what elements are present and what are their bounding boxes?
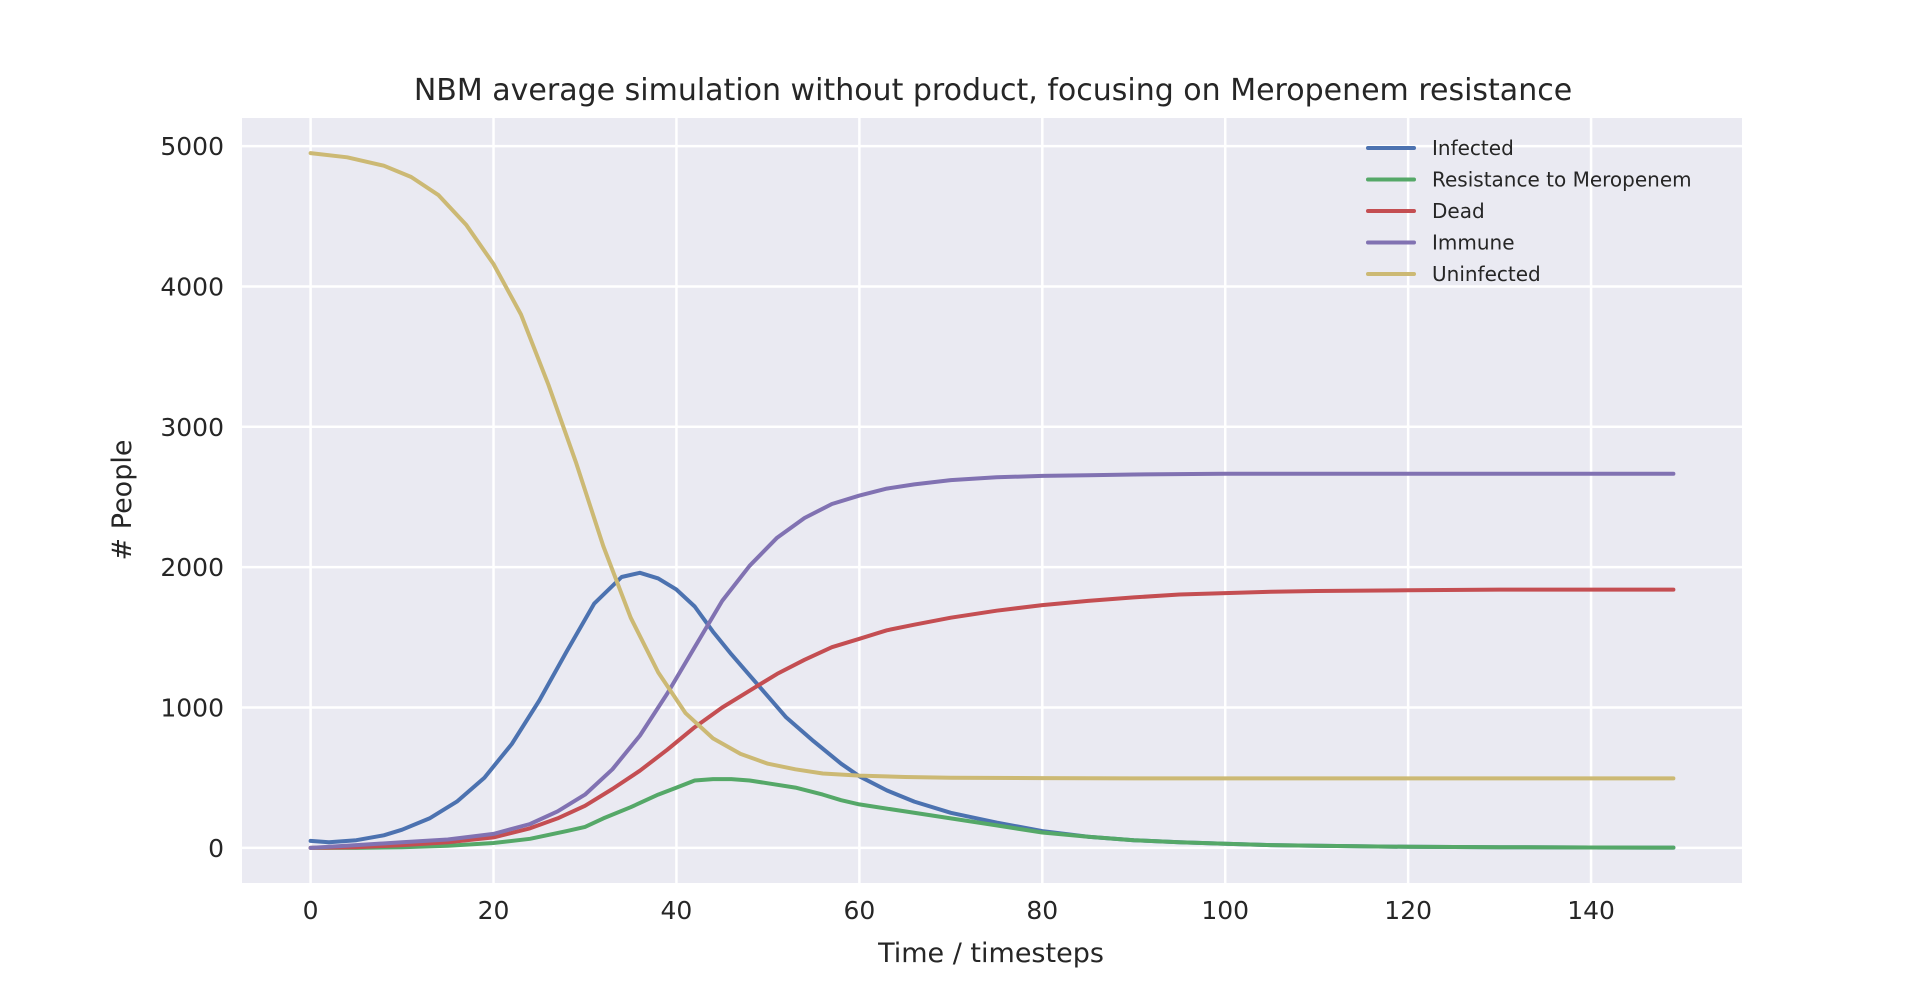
- legend: Infected Resistance to Meropenem Dead Immun…: [1366, 136, 1692, 286]
- y-tick-label: 0: [208, 834, 224, 863]
- x-tick-label: 120: [1384, 896, 1432, 925]
- chart-title: NBM average simulation without product, …: [414, 73, 1572, 108]
- y-tick-label: 3000: [160, 413, 224, 442]
- y-tick-label: 1000: [160, 694, 224, 723]
- y-axis-label: # People: [107, 440, 138, 561]
- x-axis-label: Time / timesteps: [877, 938, 1104, 969]
- legend-item-immune: Immune: [1366, 231, 1515, 255]
- legend-item-uninfected: Uninfected: [1366, 262, 1541, 286]
- x-tick-label: 20: [478, 896, 510, 925]
- legend-label: Uninfected: [1432, 262, 1541, 286]
- legend-label: Dead: [1432, 199, 1485, 223]
- legend-item-infected: Infected: [1366, 136, 1514, 160]
- x-tick-label: 100: [1201, 896, 1249, 925]
- series-line-resistance-to-meropenem: [308, 777, 1676, 850]
- series-line-uninfected: [308, 151, 1676, 781]
- y-tick-label: 5000: [160, 132, 224, 161]
- legend-label: Infected: [1432, 136, 1514, 160]
- series-line-dead: [308, 587, 1676, 850]
- plot-area: [242, 118, 1742, 883]
- grid-lines: [242, 118, 1742, 883]
- tick-labels: 0 20 40 60 80 100 120 140 0 1000 2000 3000 4000 5000: [160, 132, 1615, 925]
- x-tick-label: 60: [843, 896, 875, 925]
- legend-label: Resistance to Meropenem: [1432, 168, 1692, 192]
- x-tick-label: 40: [661, 896, 693, 925]
- y-tick-label: 4000: [160, 272, 224, 301]
- x-tick-label: 140: [1567, 896, 1615, 925]
- x-tick-label: 80: [1026, 896, 1058, 925]
- series-line-immune: [308, 471, 1676, 850]
- y-tick-label: 2000: [160, 553, 224, 582]
- legend-item-dead: Dead: [1366, 199, 1485, 223]
- x-tick-label: 0: [303, 896, 319, 925]
- legend-label: Immune: [1432, 231, 1515, 255]
- legend-item-resistance-to-meropenem: Resistance to Meropenem: [1366, 168, 1692, 192]
- series-lines: [308, 151, 1676, 850]
